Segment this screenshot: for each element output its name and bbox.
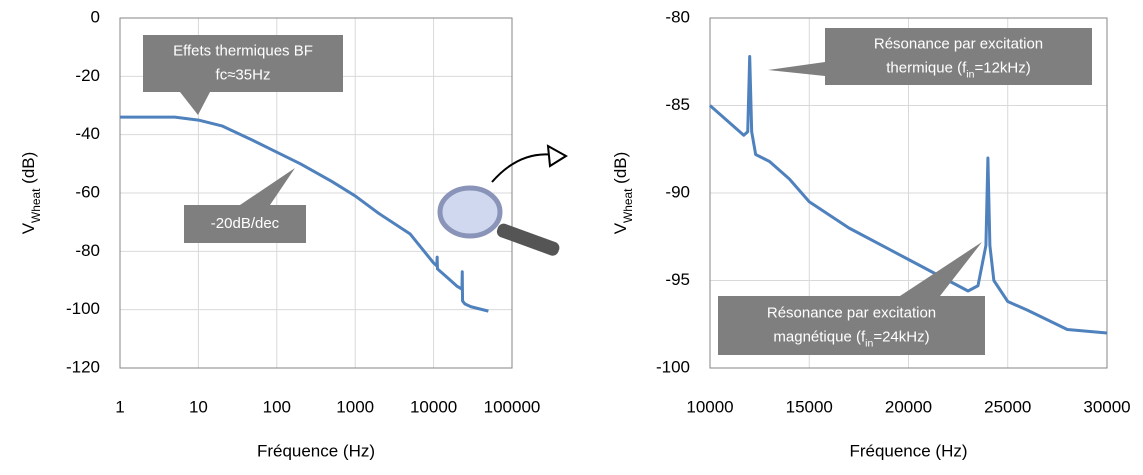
text-part: Résonance par excitation — [767, 304, 936, 321]
arrow — [491, 153, 556, 183]
y-tick-label: -100 — [656, 357, 690, 376]
y-tick-label: -100 — [66, 299, 100, 318]
callout-pointer — [180, 92, 210, 115]
x-tick-label: 1 — [115, 397, 124, 416]
y-tick-label: -95 — [665, 270, 690, 289]
x-tick-label: 20000 — [885, 397, 932, 416]
plot-border — [709, 17, 1108, 369]
callout-pointer — [768, 62, 825, 76]
text-part: (dB) — [611, 152, 630, 189]
annotation-text: fc≈35Hz — [216, 66, 271, 83]
text-part: (dB) — [19, 152, 38, 189]
x-tick-label: 1000 — [336, 397, 374, 416]
x-tick-label: 100 — [263, 397, 291, 416]
x-tick-label: 25000 — [984, 397, 1031, 416]
text-part: V — [611, 222, 630, 234]
text-part: Wheat — [621, 188, 635, 223]
annotation: Effets thermiques BF fc≈35Hz — [143, 35, 343, 115]
annotation-text: Résonance par excitation — [874, 35, 1043, 52]
chart: 10000 15000 20000 25000 30000 -100 -95 -90 -85 -8… — [611, 7, 1130, 460]
x-tick-label: 100000 — [484, 397, 541, 416]
y-axis-label: VWheat (dB) — [611, 152, 635, 235]
callout-box — [718, 296, 985, 355]
y-tick-label: -40 — [75, 124, 100, 143]
callout-box — [825, 28, 1092, 85]
x-tick-label: 10000 — [410, 397, 457, 416]
text-part: in — [966, 68, 974, 80]
callout-pointer — [240, 168, 295, 205]
x-tick-label: 30000 — [1083, 397, 1130, 416]
callout-box — [143, 35, 343, 92]
chart: 1 10 100 1000 10000 100000 -120 -100 -80 -60 -40 -2… — [19, 7, 540, 460]
y-tick-label: -80 — [665, 7, 690, 26]
annotation-text: Résonance par excitation — [767, 304, 936, 321]
x-tick-label: 10 — [189, 397, 208, 416]
magnifier-icon — [437, 144, 568, 256]
annotation-text: thermique (fin=12kHz) — [886, 59, 1031, 80]
x-tick-label: 10000 — [686, 397, 733, 416]
y-tick-label: -60 — [75, 182, 100, 201]
plot-border — [119, 17, 513, 369]
text-part: magnétique (f — [773, 328, 866, 345]
y-tick-label: 0 — [91, 7, 100, 26]
text-part: Résonance par excitation — [874, 35, 1043, 52]
handle — [496, 223, 560, 256]
text-part: fc≈35Hz — [216, 66, 271, 83]
annotation-text: magnétique (fin=24kHz) — [773, 328, 929, 349]
lens — [437, 185, 503, 239]
x-axis-label: Fréquence (Hz) — [849, 441, 967, 460]
x-axis-label: Fréquence (Hz) — [257, 441, 375, 460]
annotation-text: -20dB/dec — [211, 215, 280, 232]
y-axis-label: VWheat (dB) — [19, 152, 43, 235]
y-tick-label: -90 — [665, 182, 690, 201]
annotation: -20dB/dec — [184, 168, 306, 243]
annotation-text: Effets thermiques BF — [173, 42, 313, 59]
y-tick-label: -80 — [75, 241, 100, 260]
callout-box — [184, 205, 306, 243]
data-line — [120, 115, 489, 313]
text-part: -20dB/dec — [211, 215, 280, 232]
y-tick-label: -85 — [665, 95, 690, 114]
text-part: V — [19, 222, 38, 234]
text-part: Effets thermiques BF — [173, 42, 313, 59]
arrow-head — [546, 144, 568, 168]
y-tick-label: -120 — [66, 357, 100, 376]
x-tick-label: 15000 — [786, 397, 833, 416]
text-part: =12kHz) — [974, 59, 1030, 76]
text-part: Wheat — [29, 188, 43, 223]
y-tick-label: -20 — [75, 66, 100, 85]
text-part: =24kHz) — [873, 328, 929, 345]
text-part: in — [865, 337, 873, 349]
annotation: Résonance par excitation magnétique (fin=… — [718, 242, 985, 355]
annotation: Résonance par excitation thermique (fin=1… — [768, 28, 1092, 85]
data-line — [709, 55, 1108, 335]
text-part: thermique (f — [886, 59, 967, 76]
callout-pointer — [900, 242, 982, 296]
